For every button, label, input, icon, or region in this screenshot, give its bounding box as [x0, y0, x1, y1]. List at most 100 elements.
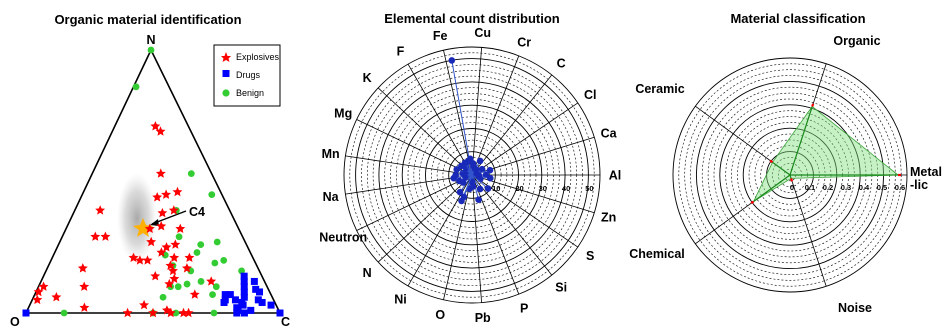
explosive-point	[170, 239, 181, 249]
benign-point	[60, 309, 68, 317]
radar-axis-label: Metal -lic	[910, 165, 942, 192]
explosive-point	[175, 223, 186, 233]
benign-point	[209, 291, 216, 298]
benign-point	[220, 257, 228, 264]
polar-point	[448, 57, 456, 64]
drug-point	[240, 293, 248, 301]
radar-spoke	[789, 174, 827, 287]
explosive-point	[95, 205, 106, 215]
polar-axis-label: Neutron	[319, 231, 367, 245]
polar-radial-tick: 20	[515, 184, 523, 193]
drug-point	[267, 301, 275, 309]
explosive-point	[51, 292, 62, 302]
benign-point	[212, 283, 220, 291]
polar-axis-label: K	[363, 71, 372, 85]
benign-point	[132, 83, 140, 91]
explosive-point	[33, 286, 44, 297]
polar-point	[484, 185, 492, 192]
polar-point	[456, 177, 463, 185]
polar-spoke	[345, 155, 473, 176]
drug-point	[250, 277, 258, 285]
polar-point	[462, 174, 469, 181]
benign-point	[159, 293, 167, 301]
drug-point	[276, 309, 284, 317]
explosive-point	[135, 255, 145, 265]
radar-radial-tick: 0.6	[895, 183, 905, 192]
benign-point	[211, 259, 219, 267]
benign-point	[197, 278, 205, 285]
legend-circle-marker	[222, 89, 230, 97]
polar-axis-label: Pb	[475, 311, 491, 325]
legend-square-marker	[222, 70, 230, 77]
explosive-point	[152, 192, 163, 202]
drug-point	[258, 298, 266, 306]
polar-spoke	[443, 174, 473, 300]
explosive-point	[156, 221, 167, 231]
polar-stem	[451, 60, 473, 176]
explosive-point	[146, 236, 157, 247]
vertex-label-o: O	[10, 315, 20, 329]
c4-arrow-head	[150, 219, 159, 226]
polar-spoke	[356, 174, 473, 231]
explosive-point	[79, 302, 90, 312]
polar-axis-label: Fe	[433, 29, 448, 43]
polar-point	[486, 166, 494, 174]
explosive-point	[139, 299, 149, 310]
explosive-point	[172, 186, 183, 197]
radar-value-tip	[769, 159, 774, 164]
polar-point	[461, 159, 469, 167]
radar-axis-label: Noise	[838, 301, 872, 315]
benign-point	[193, 249, 201, 256]
polar-axis-label: Mg	[334, 107, 352, 121]
drug-point	[234, 306, 242, 314]
vertex-label-n: N	[146, 33, 155, 47]
polar-axis-label: Na	[323, 190, 340, 204]
explosive-point	[165, 307, 176, 318]
polar-point	[476, 185, 484, 193]
drug-point	[231, 296, 239, 304]
polar-point	[487, 174, 494, 182]
explosive-point	[162, 305, 172, 315]
explosive-point	[168, 265, 178, 276]
legend-label-explosives: Explosives	[236, 52, 280, 62]
polar-radial-ticks: 10 20 30 40 50	[492, 184, 593, 193]
radar-radial-tick: 0.4	[859, 183, 870, 192]
polar-title: Elemental count distribution	[384, 11, 560, 26]
radar-value-tip	[790, 178, 794, 182]
explosive-point	[38, 281, 49, 291]
vertex-label-c: C	[281, 315, 290, 329]
polar-stem	[463, 174, 473, 198]
legend-item-benign: Benign	[222, 88, 264, 98]
benign-point	[174, 283, 182, 291]
explosive-point	[150, 121, 161, 131]
polar-spoke	[356, 119, 473, 176]
polar-points	[448, 57, 494, 205]
polar-spoke	[407, 63, 473, 176]
explosive-point	[155, 126, 166, 136]
explosive-point	[144, 223, 155, 233]
legend-label-benign: Benign	[236, 88, 264, 98]
explosive-point	[77, 263, 88, 273]
polar-axis-label: Ni	[394, 292, 407, 306]
explosive-point	[157, 207, 168, 218]
explosive-point	[182, 263, 192, 273]
polar-point	[478, 165, 486, 173]
polar-spoke	[377, 87, 473, 176]
radar-title: Material classification	[730, 11, 865, 26]
radar-value-stem	[789, 174, 792, 179]
drug-point	[226, 291, 234, 299]
explosive-point	[161, 189, 171, 199]
polar-axis-label: C	[557, 57, 566, 71]
c4-marker	[133, 218, 153, 237]
legend-item-explosives: Explosives	[221, 52, 280, 62]
polar-axis-label: F	[397, 45, 405, 59]
polar-point	[460, 193, 468, 201]
explosive-point	[161, 242, 172, 252]
radar-axis-label-line: Noise	[838, 301, 872, 315]
polar-point	[456, 188, 464, 196]
drug-point	[240, 272, 248, 280]
drug-point	[221, 291, 229, 299]
polar-point	[453, 166, 461, 173]
polar-spoke	[471, 74, 553, 176]
